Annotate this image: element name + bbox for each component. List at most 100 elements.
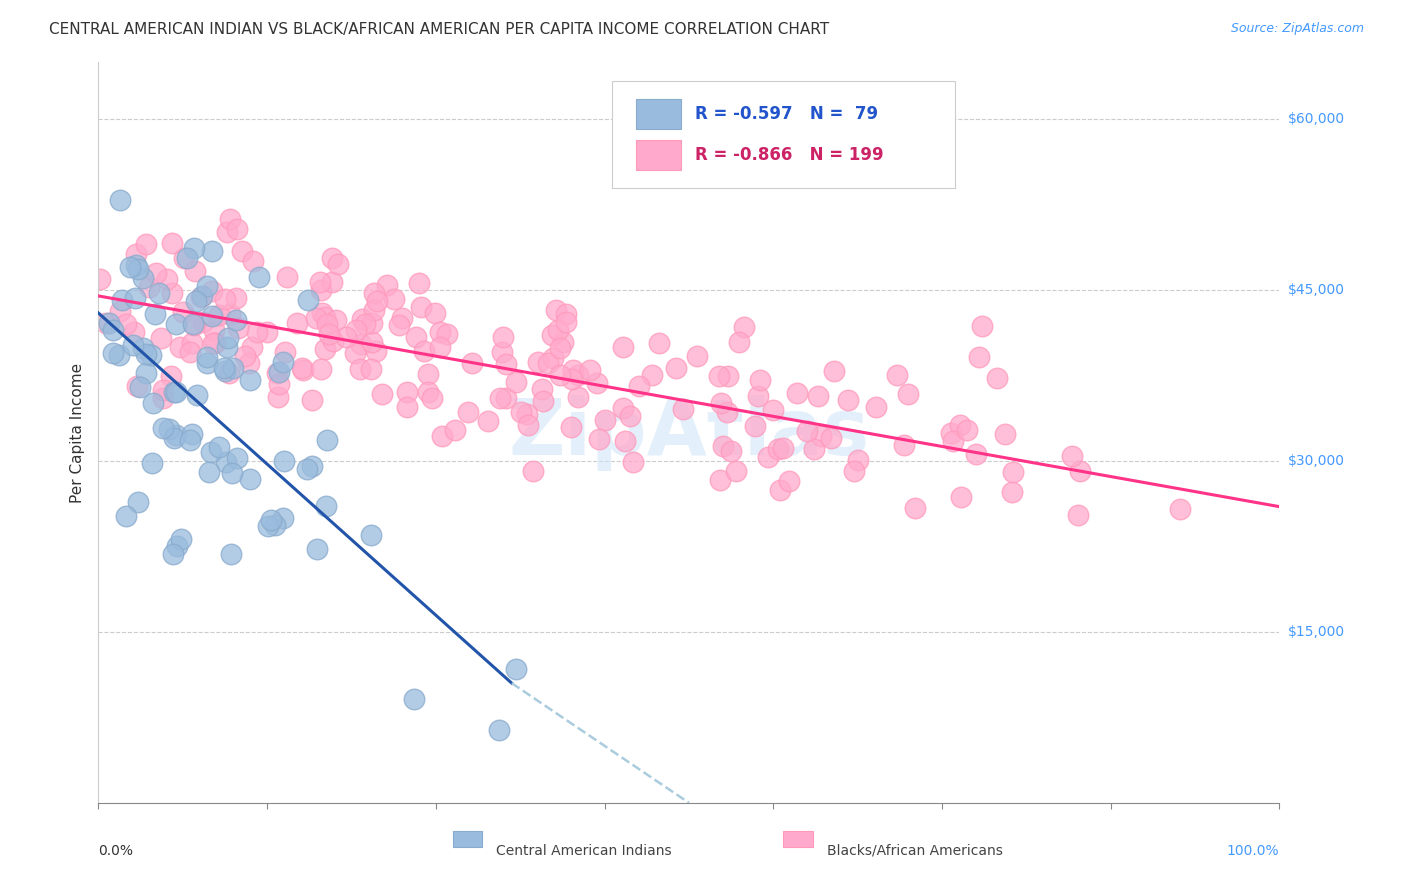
Point bbox=[260, 513, 283, 527]
Point bbox=[269, 365, 291, 379]
Point bbox=[301, 459, 323, 474]
Point bbox=[517, 418, 540, 433]
Point bbox=[612, 401, 634, 416]
Point bbox=[432, 429, 454, 443]
Point bbox=[170, 533, 193, 547]
Point bbox=[118, 260, 141, 274]
Point bbox=[488, 723, 510, 737]
Point bbox=[103, 345, 125, 359]
Point bbox=[510, 405, 533, 419]
Point bbox=[191, 315, 214, 329]
Point bbox=[593, 413, 616, 427]
Point bbox=[541, 327, 564, 342]
Point bbox=[897, 387, 920, 401]
Point bbox=[314, 343, 336, 357]
Point bbox=[217, 331, 239, 345]
Point bbox=[267, 390, 290, 404]
Point bbox=[135, 237, 157, 252]
Point bbox=[183, 241, 205, 255]
Point bbox=[181, 318, 204, 332]
Point bbox=[361, 316, 384, 330]
Point bbox=[135, 347, 157, 361]
Point bbox=[307, 541, 329, 556]
Point bbox=[318, 326, 340, 341]
Text: $45,000: $45,000 bbox=[1288, 284, 1344, 297]
Point bbox=[388, 318, 411, 333]
Point bbox=[97, 316, 120, 330]
FancyBboxPatch shape bbox=[612, 81, 955, 188]
Point bbox=[495, 357, 517, 371]
Point bbox=[395, 400, 418, 414]
Point bbox=[588, 432, 610, 446]
Point bbox=[366, 294, 388, 309]
Point bbox=[297, 293, 319, 308]
Point bbox=[321, 275, 343, 289]
Point bbox=[225, 291, 247, 305]
Point bbox=[204, 335, 226, 350]
Bar bbox=[636, 99, 681, 129]
Text: 0.0%: 0.0% bbox=[98, 844, 134, 857]
Point bbox=[165, 428, 187, 442]
Point bbox=[457, 405, 479, 419]
Point bbox=[218, 211, 240, 226]
Point bbox=[148, 285, 170, 300]
Point bbox=[183, 318, 205, 333]
Point bbox=[844, 464, 866, 478]
Point bbox=[567, 368, 589, 382]
Point bbox=[986, 370, 1008, 384]
Point bbox=[555, 316, 578, 330]
Point bbox=[709, 473, 731, 487]
Bar bbox=[453, 831, 482, 847]
Point bbox=[101, 323, 124, 337]
Point bbox=[314, 310, 336, 324]
Point bbox=[301, 393, 323, 408]
Point bbox=[191, 289, 214, 303]
Point bbox=[516, 407, 538, 421]
Point bbox=[239, 373, 262, 387]
Point bbox=[285, 316, 308, 330]
Point bbox=[579, 363, 602, 377]
Point bbox=[949, 490, 972, 504]
Point bbox=[820, 431, 842, 445]
Point bbox=[350, 337, 373, 351]
Point bbox=[707, 369, 730, 384]
Point bbox=[747, 389, 769, 403]
Point bbox=[786, 386, 808, 401]
Point bbox=[941, 426, 963, 441]
Point bbox=[271, 511, 294, 525]
Point bbox=[561, 372, 583, 386]
Point bbox=[215, 455, 238, 469]
Point bbox=[115, 317, 138, 331]
Point bbox=[231, 244, 253, 258]
Bar bbox=[636, 140, 681, 169]
Point bbox=[190, 290, 212, 304]
Point bbox=[322, 334, 344, 348]
Point bbox=[195, 279, 218, 293]
Y-axis label: Per Capita Income: Per Capita Income bbox=[70, 362, 86, 503]
Point bbox=[239, 472, 262, 486]
Point bbox=[744, 419, 766, 434]
Point bbox=[366, 344, 388, 359]
Point bbox=[162, 547, 184, 561]
Point bbox=[217, 225, 239, 239]
Point bbox=[309, 283, 332, 297]
Point bbox=[110, 193, 132, 207]
Point bbox=[222, 360, 245, 375]
Text: Blacks/African Americans: Blacks/African Americans bbox=[827, 844, 1002, 857]
Point bbox=[173, 252, 195, 266]
Text: ZipAtlas: ZipAtlas bbox=[509, 394, 869, 471]
Text: R = -0.866   N = 199: R = -0.866 N = 199 bbox=[695, 146, 883, 164]
Text: $30,000: $30,000 bbox=[1288, 454, 1344, 468]
Point bbox=[238, 355, 260, 369]
Point bbox=[418, 385, 440, 400]
Point bbox=[377, 278, 399, 293]
Point bbox=[247, 269, 270, 284]
Point bbox=[1060, 449, 1083, 463]
Point bbox=[139, 348, 162, 362]
Point bbox=[214, 292, 236, 306]
Point bbox=[179, 345, 201, 359]
Point bbox=[291, 363, 314, 377]
Point bbox=[965, 447, 987, 461]
Point bbox=[416, 367, 439, 381]
Point bbox=[108, 348, 131, 362]
